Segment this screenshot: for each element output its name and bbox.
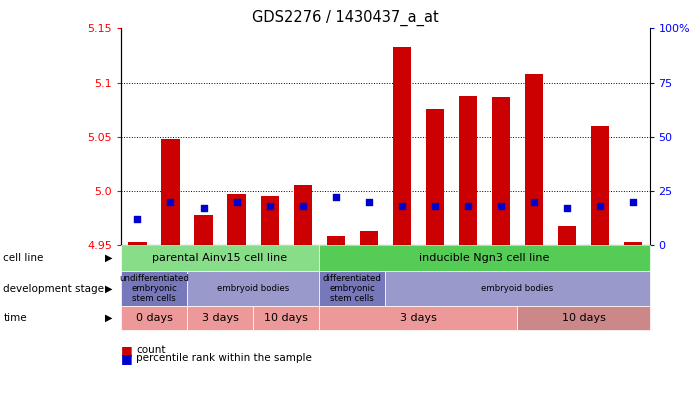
Point <box>264 203 275 209</box>
Point <box>165 198 176 205</box>
Bar <box>359 231 378 245</box>
Bar <box>261 196 278 245</box>
Bar <box>558 226 576 245</box>
Text: 10 days: 10 days <box>264 313 308 323</box>
Point <box>462 203 473 209</box>
Point <box>561 205 572 211</box>
Bar <box>525 74 543 245</box>
Point <box>396 203 407 209</box>
Point <box>429 203 440 209</box>
Text: ■: ■ <box>121 352 133 365</box>
Bar <box>624 242 642 245</box>
Bar <box>492 97 510 245</box>
Bar <box>392 47 411 245</box>
Bar <box>162 139 180 245</box>
Text: count: count <box>136 345 166 355</box>
Text: ▶: ▶ <box>105 253 112 263</box>
Text: parental Ainv15 cell line: parental Ainv15 cell line <box>153 253 287 263</box>
Point <box>594 203 605 209</box>
Text: percentile rank within the sample: percentile rank within the sample <box>136 354 312 363</box>
Text: embryoid bodies: embryoid bodies <box>217 284 290 293</box>
Text: 3 days: 3 days <box>400 313 437 323</box>
Text: inducible Ngn3 cell line: inducible Ngn3 cell line <box>419 253 549 263</box>
Text: ▶: ▶ <box>105 284 112 294</box>
Bar <box>327 237 345 245</box>
Point <box>132 216 143 222</box>
Bar <box>194 215 213 245</box>
Text: ■: ■ <box>121 344 133 357</box>
Text: time: time <box>3 313 27 323</box>
Point <box>529 198 540 205</box>
Bar <box>294 185 312 245</box>
Point <box>330 194 341 200</box>
Bar <box>227 194 245 245</box>
Bar <box>591 126 609 245</box>
Bar <box>459 96 477 245</box>
Text: 0 days: 0 days <box>135 313 172 323</box>
Point <box>198 205 209 211</box>
Text: 10 days: 10 days <box>562 313 605 323</box>
Text: undifferentiated
embryonic
stem cells: undifferentiated embryonic stem cells <box>119 274 189 303</box>
Point <box>297 203 308 209</box>
Point <box>363 198 375 205</box>
Point <box>627 198 638 205</box>
Bar <box>129 242 146 245</box>
Text: differentiated
embryonic
stem cells: differentiated embryonic stem cells <box>323 274 381 303</box>
Text: embryoid bodies: embryoid bodies <box>481 284 553 293</box>
Point <box>495 203 507 209</box>
Text: 3 days: 3 days <box>202 313 238 323</box>
Text: GDS2276 / 1430437_a_at: GDS2276 / 1430437_a_at <box>252 10 439 26</box>
Text: development stage: development stage <box>3 284 104 294</box>
Point <box>231 198 242 205</box>
Text: ▶: ▶ <box>105 313 112 323</box>
Text: cell line: cell line <box>3 253 44 263</box>
Bar <box>426 109 444 245</box>
